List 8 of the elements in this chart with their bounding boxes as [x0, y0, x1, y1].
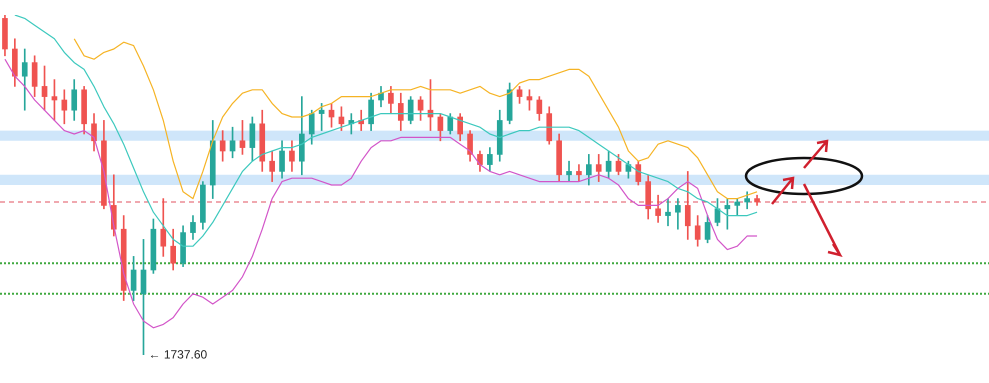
candlestick — [240, 120, 246, 155]
candlestick — [52, 79, 58, 121]
candlestick — [566, 160, 572, 182]
candlestick — [665, 198, 671, 226]
candlestick — [140, 239, 146, 355]
candlestick — [526, 89, 532, 111]
annotation: ← 1737.60 — [148, 347, 208, 362]
candlestick — [428, 79, 434, 131]
